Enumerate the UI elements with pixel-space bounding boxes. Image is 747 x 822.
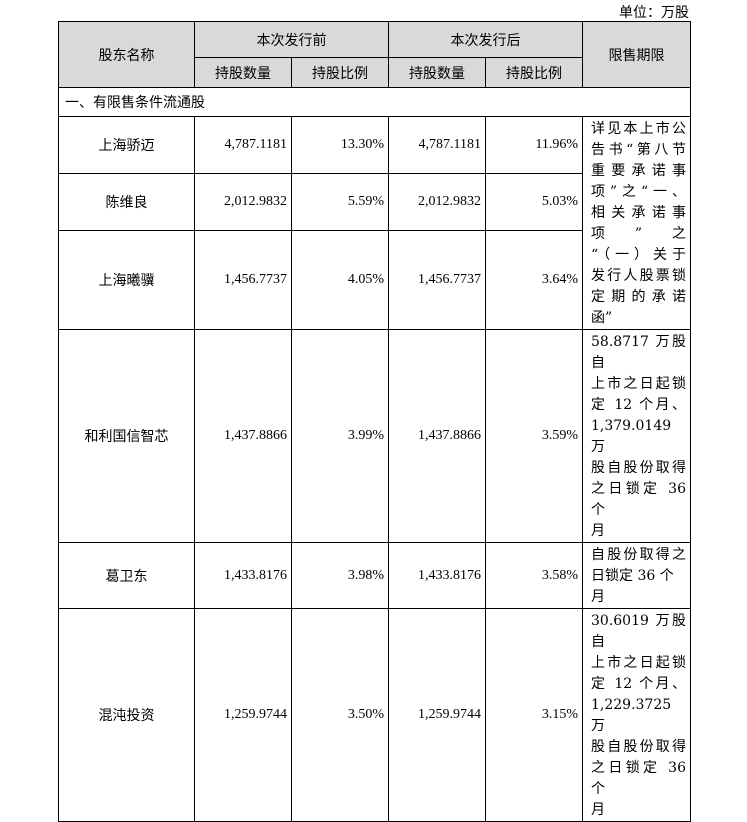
lockup-line: 月 xyxy=(591,802,605,818)
ratio-before: 13.30% xyxy=(291,115,389,175)
shareholder-name: 上海曦骥 xyxy=(58,230,195,330)
shares-after: 4,787.1181 xyxy=(388,115,486,175)
table-row: 葛卫东 1,433.8176 3.98% 1,433.8176 3.58% 自股… xyxy=(58,542,691,609)
lockup-line: 1,379.0149 万 xyxy=(591,418,686,455)
header-shares-before: 持股数量 xyxy=(194,57,292,88)
section-restricted-shares: 一、有限售条件流通股 xyxy=(58,87,691,117)
lockup-line: 自股份取得之 xyxy=(591,547,686,563)
shares-after: 2,012.9832 xyxy=(388,173,486,232)
ratio-before: 3.98% xyxy=(291,542,389,609)
ratio-after: 3.59% xyxy=(485,329,583,543)
lockup-line: 月 xyxy=(591,523,605,539)
lockup-line: 上市之日起锁 xyxy=(591,376,686,392)
shares-before: 1,433.8176 xyxy=(194,542,292,609)
lockup-line: 告书“第八节 xyxy=(591,142,686,158)
lockup-line: 发行人股票锁 xyxy=(591,268,686,284)
ratio-after: 3.64% xyxy=(485,230,583,330)
lockup-line: 定 12 个月、 xyxy=(591,676,686,692)
lockup-line: 58.8717 万股自 xyxy=(591,334,686,371)
ratio-after: 3.58% xyxy=(485,542,583,609)
lockup-note-heli: 58.8717 万股自 上市之日起锁 定 12 个月、 1,379.0149 万… xyxy=(582,329,691,543)
lockup-line: 项”之“一、 xyxy=(591,184,686,200)
lockup-line: 1,229.3725 万 xyxy=(591,697,686,734)
shareholder-name: 陈维良 xyxy=(58,173,195,232)
shareholder-name: 葛卫东 xyxy=(58,542,195,609)
lockup-note-hundun: 30.6019 万股自 上市之日起锁 定 12 个月、 1,229.3725 万… xyxy=(582,608,691,822)
ratio-before: 3.99% xyxy=(291,329,389,543)
shareholder-name: 混沌投资 xyxy=(58,608,195,822)
lockup-line: 函” xyxy=(591,310,613,326)
ratio-after: 5.03% xyxy=(485,173,583,232)
shares-before: 2,012.9832 xyxy=(194,173,292,232)
shares-before: 1,259.9744 xyxy=(194,608,292,822)
lockup-line: 相关承诺事 xyxy=(591,205,686,221)
shares-after: 1,456.7737 xyxy=(388,230,486,330)
shareholder-name: 和利国信智芯 xyxy=(58,329,195,543)
lockup-note-group: 详见本上市公 告书“第八节 重要承诺事 项”之“一、 相关承诺事 项 ” 之 “… xyxy=(582,116,691,330)
shares-after: 1,437.8866 xyxy=(388,329,486,543)
lockup-line: “（一）关于 xyxy=(591,247,686,263)
ratio-before: 5.59% xyxy=(291,173,389,232)
header-lockup-period: 限售期限 xyxy=(582,21,691,88)
lockup-line: 定期的承诺 xyxy=(591,289,686,305)
lockup-line: 股自股份取得 xyxy=(591,739,686,755)
shares-before: 1,456.7737 xyxy=(194,230,292,330)
lockup-line: 项 ” 之 xyxy=(591,226,686,242)
shares-after: 1,433.8176 xyxy=(388,542,486,609)
header-shares-after: 持股数量 xyxy=(388,57,486,88)
lockup-line: 30.6019 万股自 xyxy=(591,613,686,650)
header-ratio-before: 持股比例 xyxy=(291,57,389,88)
shareholder-name: 上海骄迈 xyxy=(58,115,195,175)
lockup-line: 上市之日起锁 xyxy=(591,655,686,671)
table-row: 混沌投资 1,259.9744 3.50% 1,259.9744 3.15% 3… xyxy=(58,608,691,822)
lockup-line: 股自股份取得 xyxy=(591,460,686,476)
lockup-line: 详见本上市公 xyxy=(591,121,686,137)
table-row: 上海曦骥 1,456.7737 4.05% 1,456.7737 3.64% xyxy=(58,230,691,330)
ratio-after: 3.15% xyxy=(485,608,583,822)
shareholding-table: 股东名称 本次发行前 本次发行后 限售期限 持股数量 持股比例 持股数量 持股比… xyxy=(58,21,691,822)
shares-before: 1,437.8866 xyxy=(194,329,292,543)
lockup-line: 定 12 个月、 xyxy=(591,397,686,413)
header-shareholder-name: 股东名称 xyxy=(58,21,195,88)
header-ratio-after: 持股比例 xyxy=(485,57,583,88)
shares-after: 1,259.9744 xyxy=(388,608,486,822)
table-row: 和利国信智芯 1,437.8866 3.99% 1,437.8866 3.59%… xyxy=(58,329,691,543)
table-row: 陈维良 2,012.9832 5.59% 2,012.9832 5.03% xyxy=(58,173,691,232)
lockup-note-ge: 自股份取得之 日锁定 36 个月 xyxy=(582,542,691,609)
lockup-line: 之日锁定 36 个 xyxy=(591,481,686,518)
ratio-after: 11.96% xyxy=(485,115,583,175)
ratio-before: 4.05% xyxy=(291,230,389,330)
ratio-before: 3.50% xyxy=(291,608,389,822)
unit-label: 单位：万股 xyxy=(619,5,689,21)
table-row: 上海骄迈 4,787.1181 13.30% 4,787.1181 11.96%… xyxy=(58,115,691,330)
lockup-line: 之日锁定 36 个 xyxy=(591,760,686,797)
lockup-line: 日锁定 36 个月 xyxy=(591,568,674,605)
header-before-issuance: 本次发行前 xyxy=(194,21,389,58)
lockup-line: 重要承诺事 xyxy=(591,163,686,179)
header-after-issuance: 本次发行后 xyxy=(388,21,583,58)
shares-before: 4,787.1181 xyxy=(194,115,292,175)
